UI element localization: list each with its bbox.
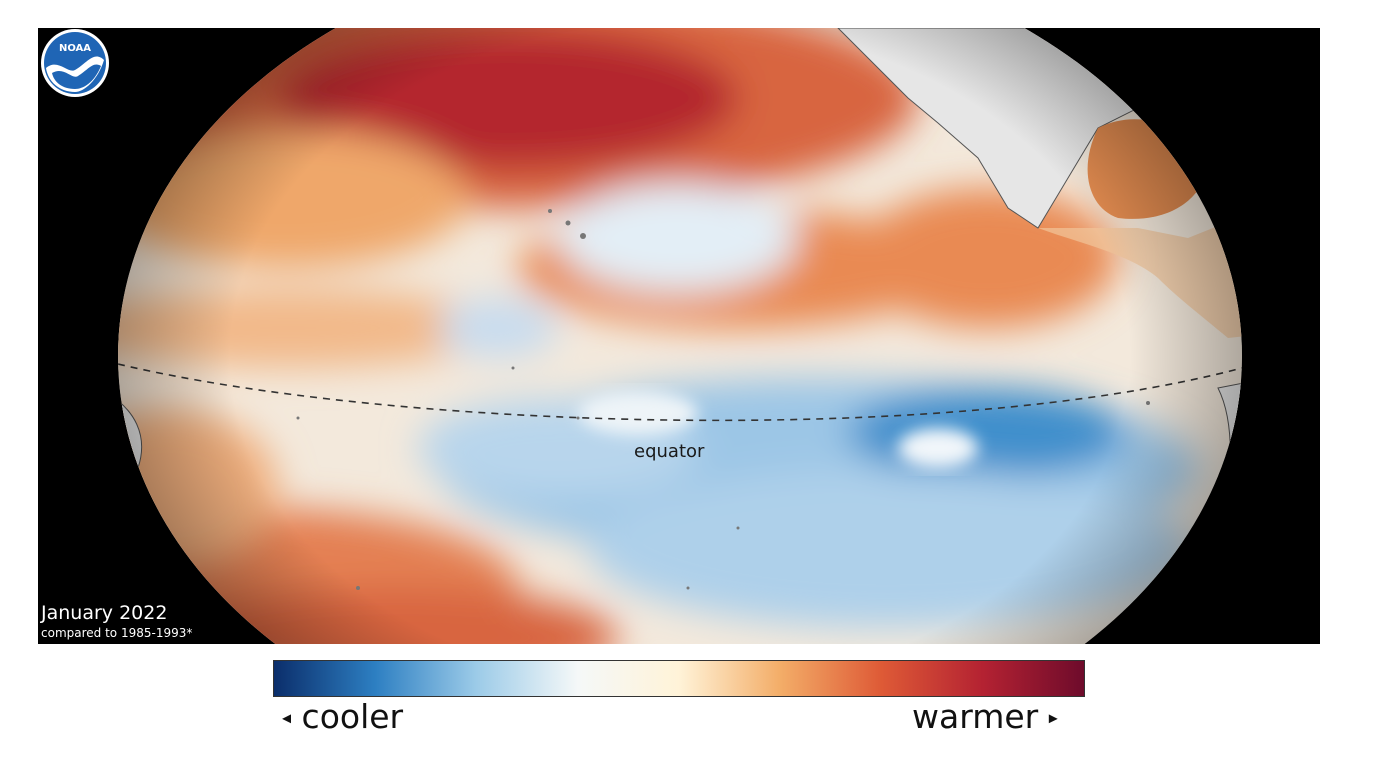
right-arrow-icon: ▸ (1048, 707, 1058, 729)
noaa-logo-text: NOAA (59, 43, 91, 54)
equator-label: equator (634, 441, 705, 462)
noaa-logo: NOAA (41, 29, 109, 97)
cooler-label: cooler (301, 697, 404, 736)
globe-map-graphic (118, 28, 1242, 644)
warmer-label: warmer (912, 697, 1039, 736)
warmer-label-group: warmer ▸ (912, 696, 1058, 740)
cooler-label-group: ◂ cooler (282, 696, 403, 740)
temperature-colorbar (273, 660, 1085, 697)
sea-surface-temperature-map: January 2022 compared to 1985-1993* equa… (38, 28, 1320, 644)
date-label: January 2022 (41, 602, 168, 624)
left-arrow-icon: ◂ (282, 707, 292, 729)
baseline-label: compared to 1985-1993* (41, 626, 193, 640)
